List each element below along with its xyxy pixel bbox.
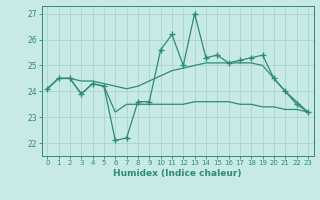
X-axis label: Humidex (Indice chaleur): Humidex (Indice chaleur) — [113, 169, 242, 178]
